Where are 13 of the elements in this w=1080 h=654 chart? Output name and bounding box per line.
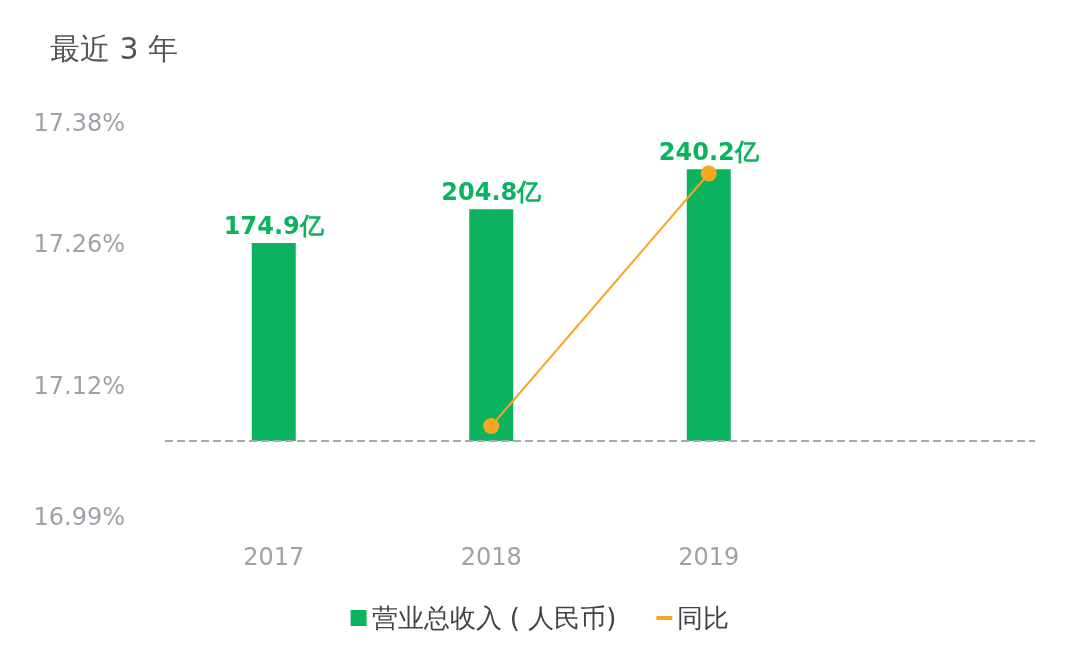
y-tick-label: 17.38% — [33, 109, 125, 137]
legend-label: 同比 — [677, 603, 730, 633]
legend-label: 营业总收入 ( 人民币) — [371, 603, 617, 633]
x-tick-label: 2018 — [460, 543, 522, 571]
data-label: 240.2亿 — [658, 138, 760, 167]
y-tick-label: 16.99% — [33, 503, 125, 531]
chart-title: 最近 3 年 — [50, 30, 179, 66]
x-tick-label: 2019 — [678, 543, 740, 571]
y-tick-label: 17.26% — [33, 230, 125, 259]
y-tick-label: 17.12% — [33, 371, 125, 400]
x-tick-label: 2017 — [243, 543, 305, 571]
data-label: 174.9亿 — [223, 212, 325, 241]
data-label: 204.8亿 — [441, 178, 543, 207]
